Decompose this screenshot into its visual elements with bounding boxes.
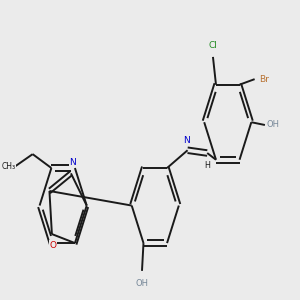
Text: Br: Br bbox=[260, 75, 269, 84]
Text: H: H bbox=[204, 161, 210, 170]
Text: CH₃: CH₃ bbox=[2, 162, 16, 171]
Text: OH: OH bbox=[136, 279, 148, 288]
Text: N: N bbox=[69, 158, 76, 167]
Text: O: O bbox=[50, 241, 57, 250]
Text: OH: OH bbox=[267, 121, 280, 130]
Text: N: N bbox=[184, 136, 190, 145]
Text: Cl: Cl bbox=[208, 41, 217, 50]
